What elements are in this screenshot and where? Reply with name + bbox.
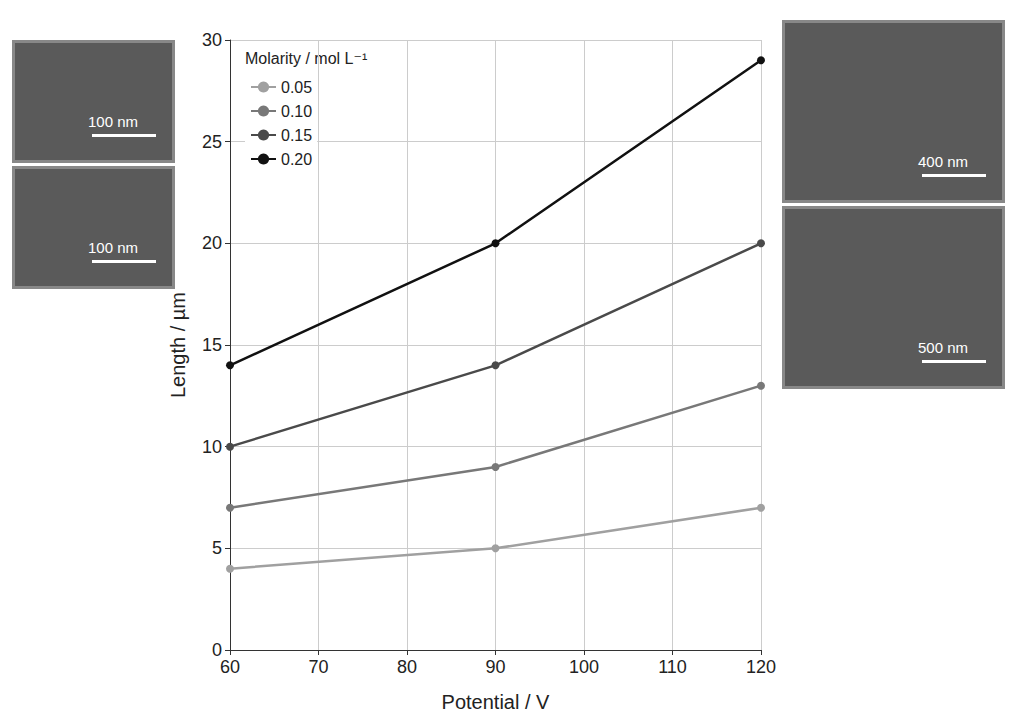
svg-text:25: 25 [202,132,222,152]
svg-text:0: 0 [212,640,222,660]
svg-text:5: 5 [212,538,222,558]
svg-text:Length / µm: Length / µm [167,292,189,398]
svg-text:120: 120 [746,657,776,677]
svg-text:30: 30 [202,30,222,50]
svg-text:10: 10 [202,437,222,457]
svg-text:500 nm: 500 nm [918,339,968,356]
svg-text:90: 90 [485,657,505,677]
svg-text:0.05: 0.05 [281,79,312,96]
svg-text:400 nm: 400 nm [918,153,968,170]
svg-text:100 nm: 100 nm [88,239,138,256]
svg-text:Potential / V: Potential / V [442,691,551,713]
svg-text:100: 100 [569,657,599,677]
svg-text:60: 60 [220,657,240,677]
svg-text:70: 70 [308,657,328,677]
svg-text:0.10: 0.10 [281,103,312,120]
svg-text:Molarity / mol L⁻¹: Molarity / mol L⁻¹ [245,50,367,67]
svg-text:100 nm: 100 nm [88,113,138,130]
svg-text:0.20: 0.20 [281,151,312,168]
svg-text:0.15: 0.15 [281,127,312,144]
svg-text:15: 15 [202,335,222,355]
svg-text:20: 20 [202,233,222,253]
svg-text:80: 80 [397,657,417,677]
svg-text:110: 110 [658,657,687,677]
